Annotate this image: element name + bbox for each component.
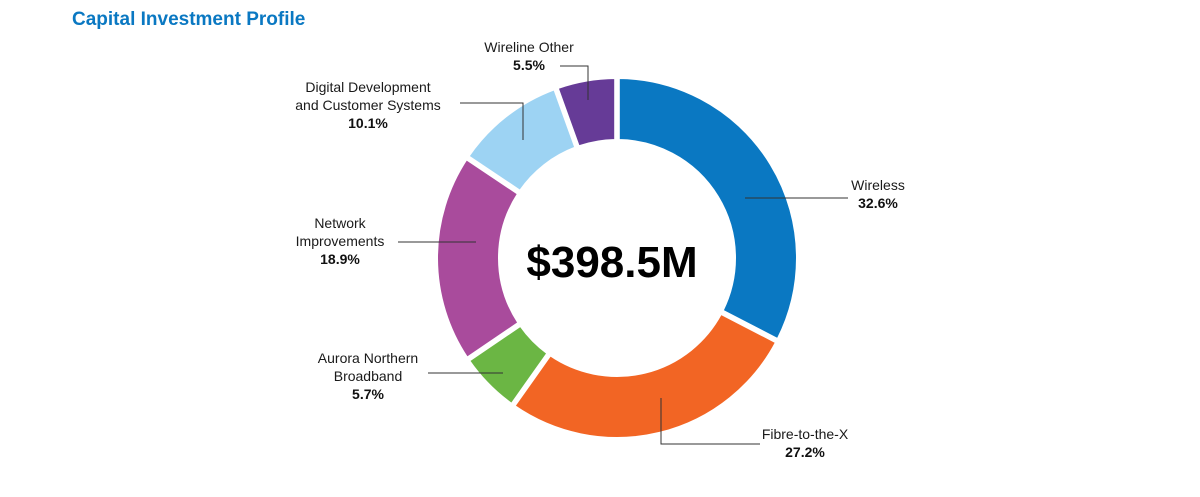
- leader-lines: [398, 65, 848, 445]
- slice-labels: Wireless 32.6% Fibre-to-the-X 27.2% Aurora N…: [295, 39, 905, 460]
- slice-aurora-northern-broadband: [467, 324, 549, 406]
- slice-group: [436, 76, 798, 439]
- slice-label: Improvements: [296, 233, 385, 249]
- total-value: $398.5M: [526, 238, 697, 287]
- slice-wireless: [617, 76, 798, 341]
- slice-label: Broadband: [334, 368, 403, 384]
- slice-value-label: 18.9%: [320, 251, 360, 267]
- slice-value-label: 5.7%: [352, 386, 384, 402]
- slice-digital-development-and-customer-systems: [467, 87, 577, 193]
- slice-label: Digital Development: [305, 79, 430, 95]
- slice-label: Fibre-to-the-X: [762, 426, 849, 442]
- chart-title: Capital Investment Profile: [72, 9, 306, 30]
- leader-line: [560, 65, 589, 100]
- slice-value-label: 5.5%: [513, 57, 545, 73]
- leader-line: [660, 398, 760, 445]
- slice-label: Network: [314, 215, 366, 231]
- slice-wireline-other: [556, 76, 617, 148]
- slice-fibre-to-the-x: [513, 312, 778, 439]
- slice-network-improvements: [436, 157, 520, 360]
- slice-value-label: 32.6%: [858, 195, 898, 211]
- slice-label: Aurora Northern: [318, 350, 418, 366]
- slice-label: Wireless: [851, 177, 905, 193]
- slice-label: Wireline Other: [484, 39, 574, 55]
- slice-value-label: 27.2%: [785, 444, 825, 460]
- slice-label: and Customer Systems: [295, 97, 441, 113]
- leader-line: [460, 102, 524, 140]
- slice-value-label: 10.1%: [348, 115, 388, 131]
